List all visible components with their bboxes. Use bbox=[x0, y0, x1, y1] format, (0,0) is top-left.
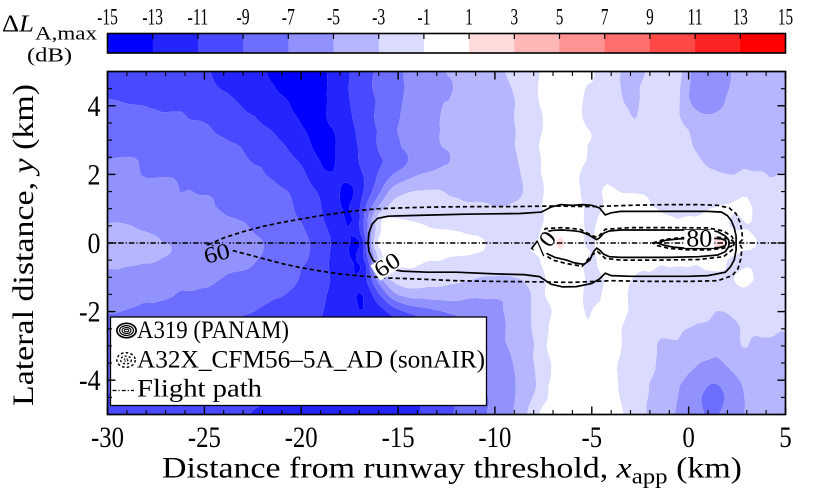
svg-text:-10: -10 bbox=[478, 421, 511, 454]
svg-text:-1: -1 bbox=[417, 5, 430, 30]
svg-text:-25: -25 bbox=[188, 421, 221, 454]
svg-text:-15: -15 bbox=[382, 421, 415, 454]
svg-text:-11: -11 bbox=[188, 5, 209, 30]
svg-text:-13: -13 bbox=[142, 5, 163, 30]
svg-text:7: 7 bbox=[601, 5, 609, 30]
svg-text:80: 80 bbox=[686, 225, 712, 252]
svg-text:1: 1 bbox=[465, 5, 473, 30]
svg-text:5: 5 bbox=[779, 421, 792, 454]
svg-text:2: 2 bbox=[88, 158, 101, 191]
svg-text:-5: -5 bbox=[582, 421, 603, 454]
svg-text:60: 60 bbox=[201, 238, 232, 269]
svg-text:(dB): (dB) bbox=[27, 45, 72, 67]
svg-text:-9: -9 bbox=[237, 5, 250, 30]
svg-text:-2: -2 bbox=[79, 296, 101, 329]
svg-text:-20: -20 bbox=[285, 421, 318, 454]
svg-text:-5: -5 bbox=[327, 5, 340, 30]
svg-text:3: 3 bbox=[511, 5, 519, 30]
svg-text:A32X_CFM56–5A_AD (sonAIR): A32X_CFM56–5A_AD (sonAIR) bbox=[137, 347, 485, 374]
svg-text:A319 (PANAM): A319 (PANAM) bbox=[137, 317, 289, 344]
svg-text:-7: -7 bbox=[282, 5, 295, 30]
svg-text:0: 0 bbox=[682, 421, 695, 454]
svg-text:ΔL: ΔL bbox=[2, 12, 34, 38]
svg-text:4: 4 bbox=[88, 90, 101, 123]
svg-text:-30: -30 bbox=[91, 421, 124, 454]
svg-text:13: 13 bbox=[733, 5, 748, 30]
svg-text:15: 15 bbox=[778, 5, 793, 30]
svg-text:-3: -3 bbox=[372, 5, 385, 30]
svg-text:A,max: A,max bbox=[35, 24, 98, 45]
svg-text:Flight path: Flight path bbox=[137, 376, 263, 403]
svg-text:5: 5 bbox=[556, 5, 564, 30]
svg-text:11: 11 bbox=[688, 5, 703, 30]
svg-text:-4: -4 bbox=[79, 364, 101, 397]
svg-text:9: 9 bbox=[646, 5, 654, 30]
svg-text:Lateral distance, y (km): Lateral distance, y (km) bbox=[7, 84, 40, 406]
svg-text:-15: -15 bbox=[97, 5, 118, 30]
svg-text:0: 0 bbox=[88, 227, 101, 260]
